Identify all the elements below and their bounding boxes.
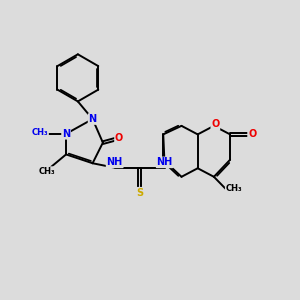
Text: S: S xyxy=(136,188,143,198)
Text: O: O xyxy=(211,119,220,129)
Text: CH₃: CH₃ xyxy=(32,128,48,137)
Text: N: N xyxy=(62,129,70,139)
Text: O: O xyxy=(115,133,123,143)
Text: NH: NH xyxy=(106,158,123,167)
Text: O: O xyxy=(248,129,256,140)
Text: CH₃: CH₃ xyxy=(39,167,55,176)
Text: NH: NH xyxy=(157,158,173,167)
Text: N: N xyxy=(88,114,97,124)
Text: CH₃: CH₃ xyxy=(226,184,242,193)
